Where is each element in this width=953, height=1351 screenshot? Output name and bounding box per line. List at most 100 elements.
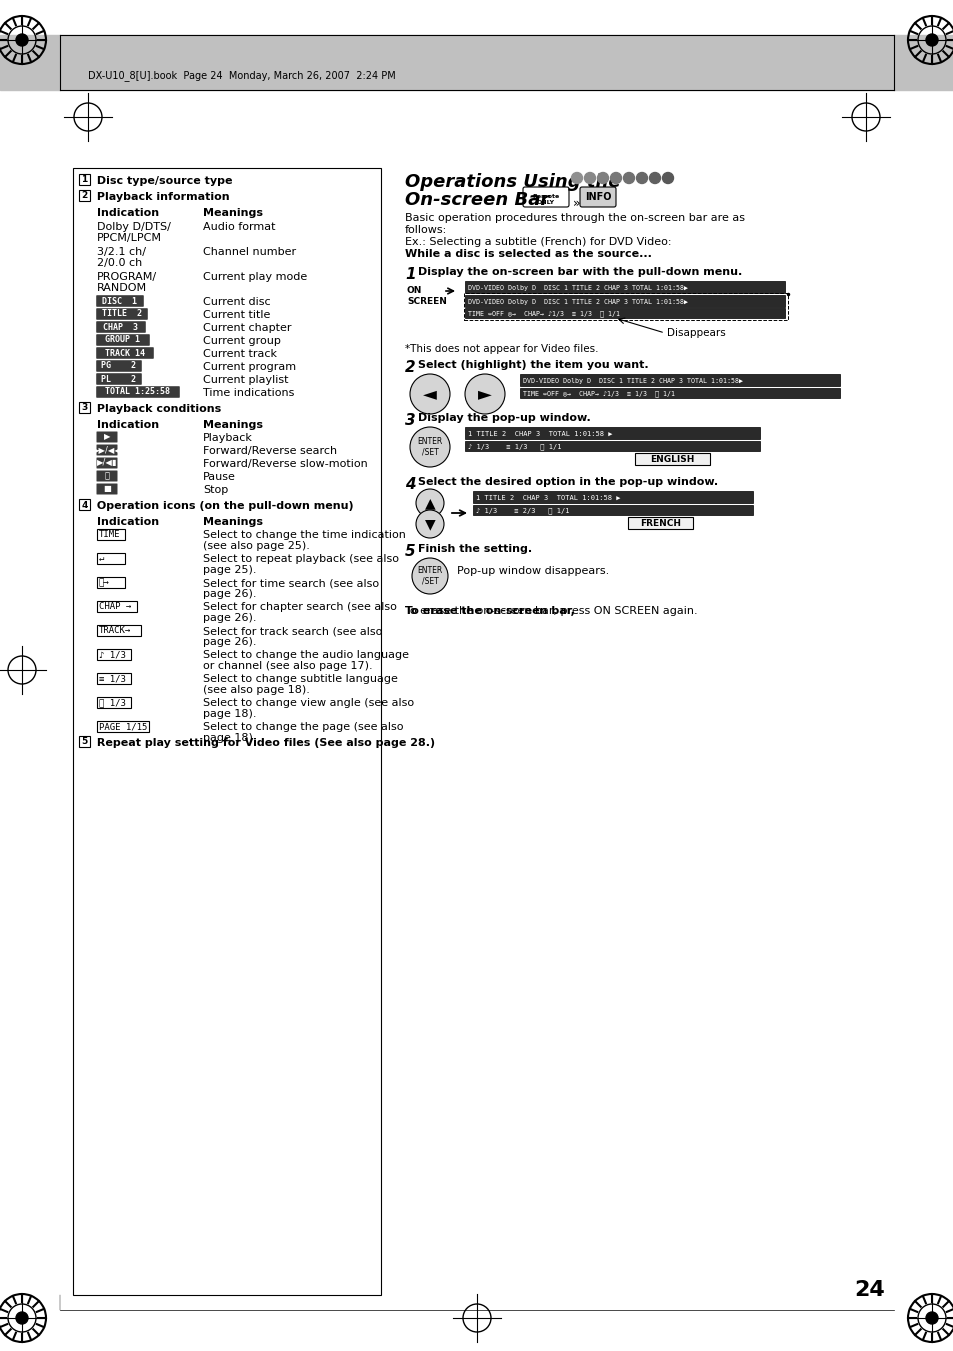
- Text: Channel number: Channel number: [203, 247, 295, 257]
- Text: ■: ■: [103, 485, 111, 493]
- Text: PG    2: PG 2: [101, 362, 136, 370]
- Circle shape: [925, 34, 937, 46]
- Text: Playback information: Playback information: [92, 192, 230, 203]
- Text: ▶▶/◀◀: ▶▶/◀◀: [92, 446, 121, 454]
- Text: ENTER
/SET: ENTER /SET: [416, 566, 442, 586]
- Text: 2/0.0 ch: 2/0.0 ch: [97, 258, 142, 267]
- Text: ▼: ▼: [424, 517, 435, 531]
- Bar: [473, 505, 752, 515]
- FancyBboxPatch shape: [96, 386, 179, 397]
- Circle shape: [416, 489, 443, 517]
- Bar: [464, 427, 760, 439]
- Bar: [79, 499, 90, 509]
- Text: Current group: Current group: [203, 336, 280, 346]
- Text: Pause: Pause: [203, 471, 235, 482]
- Text: Select (highlight) the item you want.: Select (highlight) the item you want.: [417, 359, 648, 370]
- Text: ◄: ◄: [422, 385, 436, 403]
- Bar: [97, 553, 125, 563]
- FancyBboxPatch shape: [96, 431, 117, 443]
- Text: DISC  1: DISC 1: [102, 296, 137, 305]
- Text: Operation icons (on the pull-down menu): Operation icons (on the pull-down menu): [92, 501, 354, 511]
- Bar: [463, 293, 787, 320]
- Text: ►: ►: [477, 385, 492, 403]
- Text: page 26).: page 26).: [203, 638, 256, 647]
- Bar: [79, 403, 90, 413]
- Bar: [519, 374, 840, 386]
- Bar: [97, 648, 131, 661]
- Text: TRACK 14: TRACK 14: [105, 349, 145, 358]
- FancyBboxPatch shape: [96, 470, 117, 481]
- Text: While a disc is selected as the source...: While a disc is selected as the source..…: [405, 249, 651, 259]
- Bar: [464, 281, 784, 293]
- Text: (see also page 25).: (see also page 25).: [203, 540, 310, 551]
- Bar: [73, 168, 380, 1296]
- Text: Ex.: Selecting a subtitle (French) for DVD Video:: Ex.: Selecting a subtitle (French) for D…: [405, 236, 671, 247]
- Text: Display the pop-up window.: Display the pop-up window.: [417, 413, 590, 423]
- Text: TIME ⇔OFF ◎→  CHAP→ ♪1/3  ≡ 1/3  ⛹ 1/1: TIME ⇔OFF ◎→ CHAP→ ♪1/3 ≡ 1/3 ⛹ 1/1: [522, 390, 675, 397]
- Text: Audio format: Audio format: [203, 222, 275, 232]
- Circle shape: [925, 1312, 937, 1324]
- Text: page 26).: page 26).: [203, 613, 256, 623]
- Text: follows:: follows:: [405, 226, 447, 235]
- Text: Playback conditions: Playback conditions: [92, 404, 221, 413]
- Circle shape: [661, 173, 673, 184]
- Text: 2: 2: [81, 192, 88, 200]
- Text: Playback: Playback: [203, 434, 253, 443]
- Text: 1 TITLE 2  CHAP 3  TOTAL 1:01:58 ▶: 1 TITLE 2 CHAP 3 TOTAL 1:01:58 ▶: [476, 494, 619, 501]
- Text: TOTAL 1:25:58: TOTAL 1:25:58: [106, 388, 171, 396]
- Text: ENTER
/SET: ENTER /SET: [416, 438, 442, 457]
- Text: 5: 5: [405, 544, 416, 559]
- Text: PROGRAM/: PROGRAM/: [97, 272, 157, 282]
- Text: page 18).: page 18).: [203, 709, 256, 719]
- Text: 1 TITLE 2  CHAP 3  TOTAL 1:01:58 ▶: 1 TITLE 2 CHAP 3 TOTAL 1:01:58 ▶: [468, 431, 612, 436]
- Text: ⌚→: ⌚→: [99, 578, 110, 586]
- Text: or channel (see also page 17).: or channel (see also page 17).: [203, 661, 373, 671]
- Text: DX-U10_8[U].book  Page 24  Monday, March 26, 2007  2:24 PM: DX-U10_8[U].book Page 24 Monday, March 2…: [88, 70, 395, 81]
- FancyBboxPatch shape: [96, 361, 142, 372]
- Text: TRACK→: TRACK→: [99, 626, 132, 635]
- Text: FRENCH: FRENCH: [639, 520, 680, 528]
- Circle shape: [597, 173, 608, 184]
- Text: Current playlist: Current playlist: [203, 376, 288, 385]
- Text: To erase the on-screen bar, press ON SCREEN again.: To erase the on-screen bar, press ON SCR…: [405, 607, 697, 616]
- Text: 3: 3: [81, 404, 88, 412]
- Text: On-screen Bar: On-screen Bar: [405, 190, 549, 209]
- Text: Select for track search (see also: Select for track search (see also: [203, 626, 382, 636]
- Text: Disc type/source type: Disc type/source type: [92, 176, 233, 186]
- Text: 3/2.1 ch/: 3/2.1 ch/: [97, 247, 146, 257]
- FancyBboxPatch shape: [96, 347, 153, 359]
- Text: 4: 4: [405, 477, 416, 492]
- FancyBboxPatch shape: [96, 458, 117, 469]
- Text: page 25).: page 25).: [203, 565, 256, 576]
- Text: PAGE 1/15: PAGE 1/15: [99, 721, 147, 731]
- Bar: [464, 295, 784, 307]
- Text: ▶: ▶: [104, 432, 111, 442]
- Text: page 26).: page 26).: [203, 589, 256, 598]
- Circle shape: [571, 173, 582, 184]
- Bar: [464, 440, 760, 451]
- Text: Meanings: Meanings: [203, 208, 263, 218]
- Text: 4: 4: [81, 500, 88, 509]
- Text: DVD-VIDEO Dolby D  DISC 1 TITLE 2 CHAP 3 TOTAL 1:01:58▶: DVD-VIDEO Dolby D DISC 1 TITLE 2 CHAP 3 …: [522, 378, 742, 384]
- Text: ⏸: ⏸: [105, 471, 110, 481]
- Text: 3: 3: [405, 413, 416, 428]
- Text: Remote: Remote: [532, 195, 559, 200]
- Text: Pop-up window disappears.: Pop-up window disappears.: [456, 566, 609, 576]
- Circle shape: [410, 374, 450, 413]
- Text: Select to repeat playback (see also: Select to repeat playback (see also: [203, 554, 398, 563]
- Circle shape: [16, 34, 28, 46]
- Bar: [635, 453, 709, 465]
- Text: »: »: [573, 197, 580, 209]
- Text: ONLY: ONLY: [537, 200, 555, 204]
- Text: ON
SCREEN: ON SCREEN: [407, 286, 446, 307]
- Text: *This does not appear for Video files.: *This does not appear for Video files.: [405, 345, 598, 354]
- FancyBboxPatch shape: [579, 186, 616, 207]
- Text: Indication: Indication: [97, 208, 159, 218]
- Circle shape: [16, 1312, 28, 1324]
- FancyBboxPatch shape: [96, 373, 142, 385]
- Text: Repeat play setting for Video files (See also page 28.): Repeat play setting for Video files (See…: [92, 738, 435, 748]
- Text: 24: 24: [853, 1279, 884, 1300]
- Text: Basic operation procedures through the on-screen bar are as: Basic operation procedures through the o…: [405, 213, 744, 223]
- Circle shape: [464, 374, 504, 413]
- FancyBboxPatch shape: [96, 484, 117, 494]
